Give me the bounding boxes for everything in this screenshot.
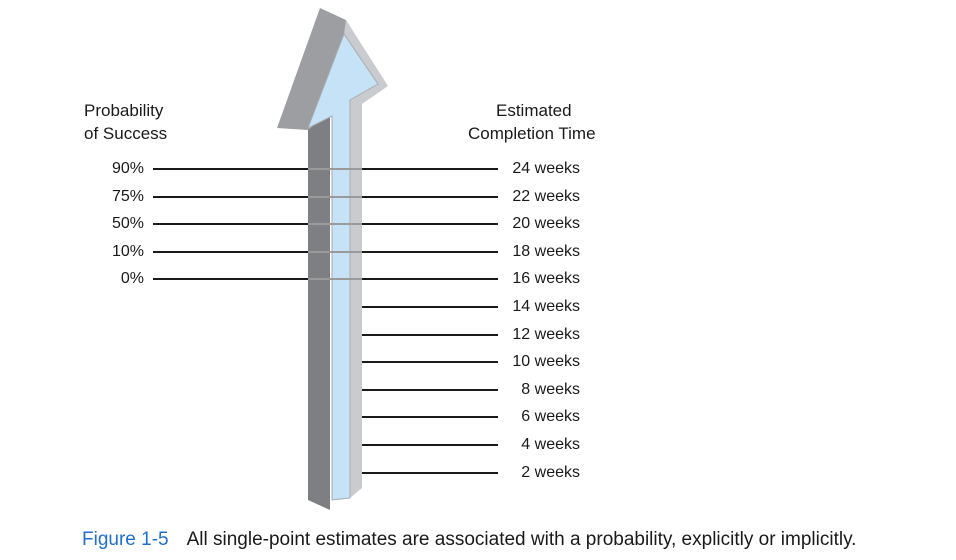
completion-label: 24 weeks <box>512 160 580 177</box>
arrow-face <box>307 32 379 501</box>
tick-line-right <box>362 389 498 391</box>
completion-label: 2 weeks <box>521 464 580 481</box>
completion-label: 10 weeks <box>512 353 580 370</box>
tick-line-right <box>362 472 498 474</box>
probability-label: 75% <box>111 188 144 205</box>
tick-line-right <box>362 444 498 446</box>
completion-label: 16 weeks <box>512 270 580 287</box>
completion-label: 18 weeks <box>512 243 580 260</box>
tick-line-left <box>153 196 308 198</box>
completion-label: 20 weeks <box>512 215 580 232</box>
completion-header-line-1: Estimated <box>496 101 572 120</box>
tick-line-right <box>362 223 498 225</box>
tick-line-right <box>362 196 498 198</box>
completion-label: 14 weeks <box>512 298 580 315</box>
probability-label: 10% <box>111 243 144 260</box>
figure-number: Figure 1-5 <box>82 529 169 550</box>
completion-header: Estimated Completion Time <box>468 99 668 145</box>
probability-header-line-1: Probability <box>84 101 164 120</box>
probability-header-line-2: of Success <box>84 124 168 143</box>
completion-header-line-2: Completion Time <box>468 124 596 143</box>
completion-label: 8 weeks <box>521 381 580 398</box>
tick-line-through-arrow <box>308 251 362 253</box>
tick-line-through-arrow <box>308 278 362 280</box>
tick-line-left <box>153 278 308 280</box>
tick-line-left <box>153 251 308 253</box>
tick-line-left <box>153 168 308 170</box>
tick-line-through-arrow <box>308 168 362 170</box>
tick-line-left <box>153 223 308 225</box>
tick-line-through-arrow <box>308 223 362 225</box>
probability-label: 50% <box>111 215 144 232</box>
completion-label: 12 weeks <box>512 326 580 343</box>
tick-line-right <box>362 306 498 308</box>
figure-caption: Figure 1-5 All single-point estimates are… <box>82 528 952 552</box>
arrow-shaft-side <box>308 112 330 510</box>
tick-line-right <box>362 278 498 280</box>
tick-line-right <box>362 334 498 336</box>
completion-label: 6 weeks <box>521 408 580 425</box>
completion-label: 4 weeks <box>521 436 580 453</box>
probability-label: 0% <box>120 270 144 287</box>
tick-line-right <box>362 251 498 253</box>
probability-header: Probability of Success <box>84 99 204 145</box>
probability-label: 90% <box>111 160 144 177</box>
tick-line-right <box>362 416 498 418</box>
tick-line-right <box>362 168 498 170</box>
completion-label: 22 weeks <box>512 188 580 205</box>
arrow-head-bevel <box>344 20 388 498</box>
tick-line-through-arrow <box>308 196 362 198</box>
tick-line-right <box>362 361 498 363</box>
caption-text: All single-point estimates are associate… <box>186 529 857 550</box>
